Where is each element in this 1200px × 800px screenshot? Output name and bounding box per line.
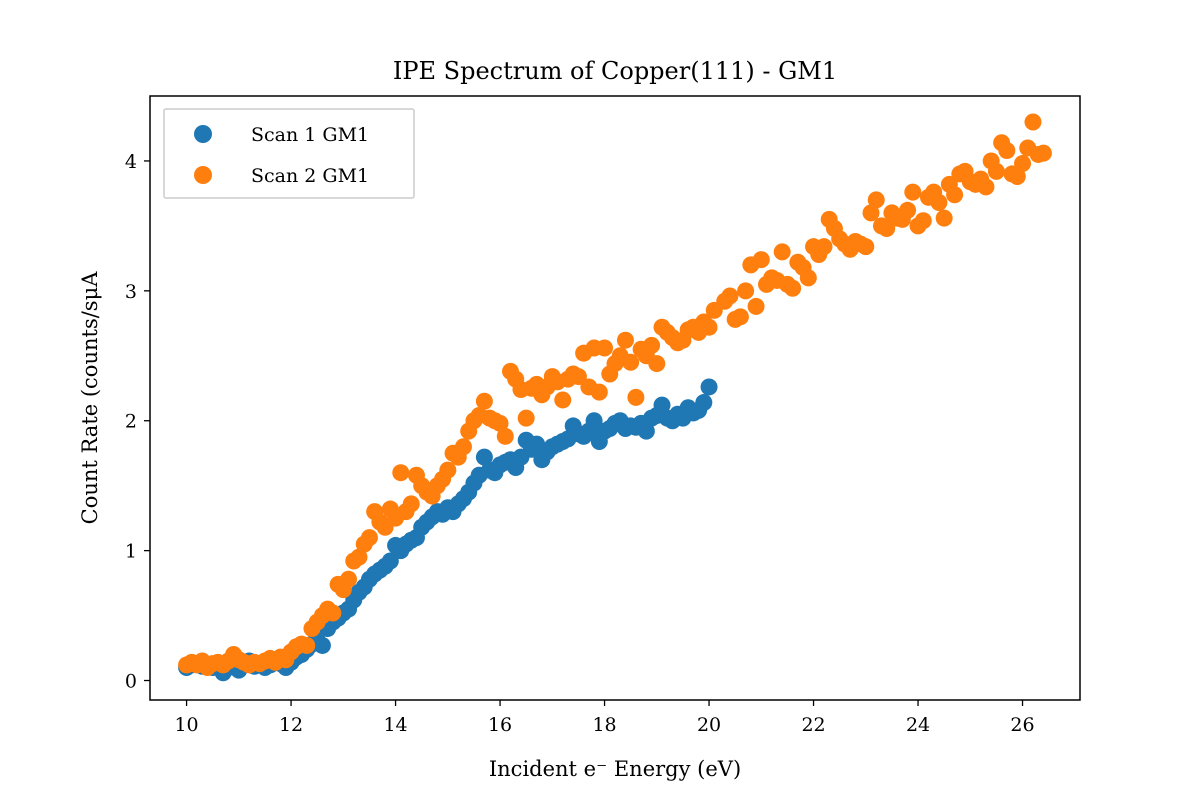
data-point-series-2 bbox=[862, 204, 880, 222]
data-point-series-2 bbox=[360, 529, 378, 547]
data-point-series-2 bbox=[815, 238, 833, 256]
data-point-series-2 bbox=[784, 279, 802, 297]
data-point-series-2 bbox=[392, 464, 410, 482]
data-point-series-1 bbox=[637, 422, 655, 440]
data-point-series-2 bbox=[998, 142, 1016, 160]
x-tick-label: 26 bbox=[1010, 714, 1034, 736]
data-point-series-2 bbox=[904, 183, 922, 201]
legend: Scan 1 GM1 Scan 2 GM1 bbox=[163, 108, 415, 199]
data-point-series-2 bbox=[914, 212, 932, 230]
x-tick-label: 10 bbox=[174, 714, 198, 736]
data-point-series-2 bbox=[1014, 155, 1032, 173]
data-point-series-2 bbox=[475, 392, 493, 410]
y-tick-label: 4 bbox=[125, 151, 137, 173]
data-point-series-2 bbox=[799, 269, 817, 287]
data-point-series-2 bbox=[987, 162, 1005, 180]
x-tick-label: 20 bbox=[697, 714, 721, 736]
data-point-series-2 bbox=[616, 331, 634, 349]
y-tick-label: 2 bbox=[125, 411, 137, 433]
x-tick-label: 24 bbox=[906, 714, 930, 736]
data-point-series-2 bbox=[554, 391, 572, 409]
y-tick-label: 1 bbox=[125, 541, 137, 563]
data-point-series-2 bbox=[596, 339, 614, 357]
chart-title: IPE Spectrum of Copper(111) - GM1 bbox=[393, 57, 837, 85]
data-point-series-2 bbox=[590, 383, 608, 401]
data-point-series-2 bbox=[773, 243, 791, 261]
data-point-series-2 bbox=[946, 186, 964, 204]
data-point-series-2 bbox=[298, 636, 316, 654]
data-point-series-2 bbox=[517, 409, 535, 427]
data-point-series-2 bbox=[721, 287, 739, 305]
data-point-series-1 bbox=[313, 636, 331, 654]
x-tick-label: 16 bbox=[488, 714, 512, 736]
data-point-series-1 bbox=[695, 394, 713, 412]
data-point-series-2 bbox=[324, 604, 342, 622]
data-point-series-2 bbox=[622, 353, 640, 371]
data-point-series-2 bbox=[899, 201, 917, 219]
data-points-layer bbox=[178, 113, 1052, 682]
x-tick-label: 22 bbox=[801, 714, 825, 736]
y-tick-label: 0 bbox=[125, 671, 137, 693]
data-point-series-2 bbox=[700, 318, 718, 336]
data-point-series-2 bbox=[340, 570, 358, 588]
x-tick-label: 14 bbox=[383, 714, 407, 736]
data-point-series-2 bbox=[857, 238, 875, 256]
data-point-series-2 bbox=[747, 297, 765, 315]
data-point-series-2 bbox=[930, 194, 948, 212]
data-point-series-2 bbox=[1008, 168, 1026, 186]
data-point-series-1 bbox=[585, 412, 603, 430]
data-point-series-2 bbox=[402, 495, 420, 513]
legend-label-scan-2: Scan 2 GM1 bbox=[251, 165, 369, 187]
y-tick-label: 3 bbox=[125, 281, 137, 303]
data-point-series-2 bbox=[1034, 144, 1052, 162]
y-axis-title: Count Rate (counts/sμA bbox=[78, 271, 102, 525]
legend-marker-scan-2 bbox=[194, 166, 212, 184]
data-point-series-2 bbox=[491, 414, 509, 432]
data-point-series-2 bbox=[935, 209, 953, 227]
data-point-series-2 bbox=[648, 355, 666, 373]
data-point-series-2 bbox=[643, 336, 661, 354]
data-point-series-1 bbox=[475, 448, 493, 466]
data-point-series-2 bbox=[454, 438, 472, 456]
data-point-series-2 bbox=[439, 461, 457, 479]
data-point-series-1 bbox=[700, 378, 718, 396]
data-point-series-2 bbox=[731, 308, 749, 326]
data-point-series-2 bbox=[569, 368, 587, 386]
x-axis-title: Incident e⁻ Energy (eV) bbox=[489, 757, 741, 781]
x-tick-label: 18 bbox=[592, 714, 616, 736]
x-tick-label: 12 bbox=[279, 714, 303, 736]
data-point-series-2 bbox=[350, 548, 368, 566]
data-point-series-1 bbox=[381, 552, 399, 570]
data-point-series-2 bbox=[1024, 113, 1042, 131]
data-point-series-2 bbox=[878, 219, 896, 237]
data-point-series-1 bbox=[653, 396, 671, 414]
legend-frame bbox=[163, 108, 415, 199]
legend-marker-scan-1 bbox=[194, 125, 212, 143]
data-point-series-2 bbox=[496, 427, 514, 445]
data-point-series-2 bbox=[627, 388, 645, 406]
data-point-series-2 bbox=[977, 178, 995, 196]
data-point-series-2 bbox=[752, 251, 770, 269]
legend-label-scan-1: Scan 1 GM1 bbox=[251, 124, 369, 146]
data-point-series-2 bbox=[737, 282, 755, 300]
plot-area-frame bbox=[149, 95, 1081, 701]
data-point-series-2 bbox=[867, 191, 885, 209]
